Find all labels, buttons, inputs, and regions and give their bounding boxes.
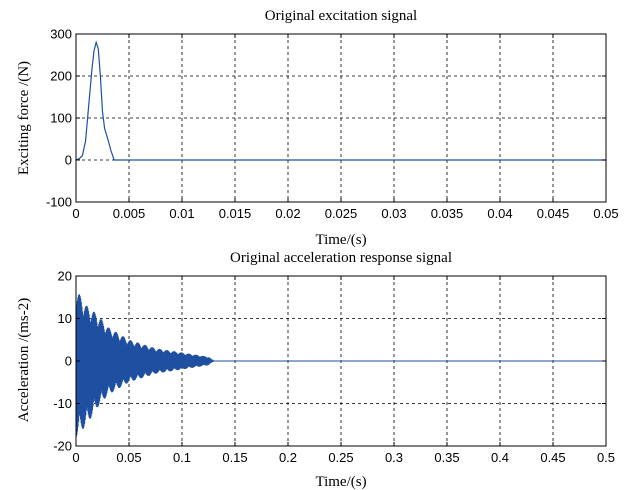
x-tick-label: 0.04 <box>487 206 512 221</box>
y-tick-label: 0 <box>65 354 72 369</box>
y-tick-label: 300 <box>50 27 72 42</box>
series-line <box>75 40 606 161</box>
x-tick-label: 0.4 <box>491 450 509 465</box>
x-tick-label: 0.05 <box>116 450 141 465</box>
y-tick-label: 200 <box>50 69 72 84</box>
excitation-chart: Original excitation signal Time/(s) Exci… <box>16 8 619 248</box>
x-tick-label: 0.3 <box>385 450 403 465</box>
series-line <box>75 294 606 437</box>
x-tick-label: 0.01 <box>169 206 194 221</box>
y-tick-label: -10 <box>53 396 72 411</box>
x-tick-label: 0.005 <box>113 206 146 221</box>
y-tick-label: -100 <box>46 195 72 210</box>
x-tick-label: 0.025 <box>325 206 358 221</box>
chart-title: Original acceleration response signal <box>230 250 452 266</box>
y-tick-label: 10 <box>58 311 72 326</box>
chart-title: Original excitation signal <box>265 8 417 24</box>
y-tick-label: 100 <box>50 111 72 126</box>
x-tick-label: 0.45 <box>540 450 565 465</box>
x-tick-label: 0.35 <box>434 450 459 465</box>
y-tick-label: -20 <box>53 439 72 454</box>
x-tick-label: 0.25 <box>328 450 353 465</box>
x-tick-label: 0.15 <box>222 450 247 465</box>
y-tick-label: 20 <box>58 269 72 284</box>
x-tick-label: 0.05 <box>593 206 618 221</box>
x-tick-label: 0.1 <box>173 450 191 465</box>
x-tick-label: 0.5 <box>597 450 615 465</box>
x-tick-label: 0.035 <box>431 206 464 221</box>
y-axis-label: Acceleration /(ms-2) <box>16 298 32 423</box>
x-tick-label: 0 <box>72 206 79 221</box>
x-axis-label: Time/(s) <box>315 232 366 248</box>
y-tick-label: 0 <box>65 153 72 168</box>
x-axis-label: Time/(s) <box>315 474 366 490</box>
x-tick-label: 0 <box>72 450 79 465</box>
y-axis-label: Exciting force /(N) <box>16 61 32 175</box>
x-tick-label: 0.2 <box>279 450 297 465</box>
x-tick-label: 0.045 <box>537 206 570 221</box>
acceleration-chart: Original acceleration response signal Ti… <box>16 250 615 490</box>
x-tick-label: 0.03 <box>381 206 406 221</box>
x-tick-label: 0.015 <box>219 206 252 221</box>
x-tick-label: 0.02 <box>275 206 300 221</box>
